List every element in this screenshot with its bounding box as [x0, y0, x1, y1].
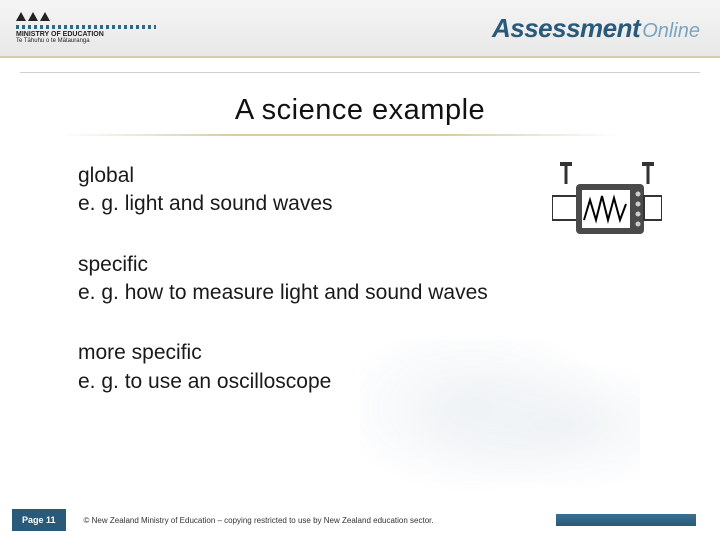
copyright-text: © New Zealand Ministry of Education – co…: [84, 516, 434, 525]
footer-accent-bar: [556, 514, 696, 526]
logo-triangles-icon: [16, 12, 156, 21]
page-number: Page 11: [12, 509, 66, 531]
block-heading: more specific: [78, 339, 660, 367]
block-heading: specific: [78, 251, 660, 279]
brand-light: Online: [642, 20, 700, 43]
slide-title: A science example: [0, 94, 720, 127]
brand-logo: Assessment Online: [492, 13, 700, 44]
header-divider: [20, 72, 700, 73]
brand-bold: Assessment: [492, 13, 640, 44]
block-body: e. g. how to measure light and sound wav…: [78, 279, 660, 307]
block-body: e. g. to use an oscilloscope: [78, 368, 660, 396]
oscilloscope-icon: [552, 162, 662, 240]
content-block: more specific e. g. to use an oscillosco…: [78, 339, 660, 396]
header-bar: MINISTRY OF EDUCATION Te Tāhuhu o te Māt…: [0, 0, 720, 58]
logo-wave-icon: [16, 25, 156, 29]
content-block: specific e. g. how to measure light and …: [78, 251, 660, 308]
ministry-line1: MINISTRY OF EDUCATION: [16, 31, 156, 38]
ministry-logo: MINISTRY OF EDUCATION Te Tāhuhu o te Māt…: [16, 12, 156, 44]
footer: Page 11 © New Zealand Ministry of Educat…: [0, 500, 720, 540]
title-underline: [60, 134, 620, 136]
slide: MINISTRY OF EDUCATION Te Tāhuhu o te Māt…: [0, 0, 720, 540]
ministry-line2: Te Tāhuhu o te Mātauranga: [16, 38, 156, 44]
